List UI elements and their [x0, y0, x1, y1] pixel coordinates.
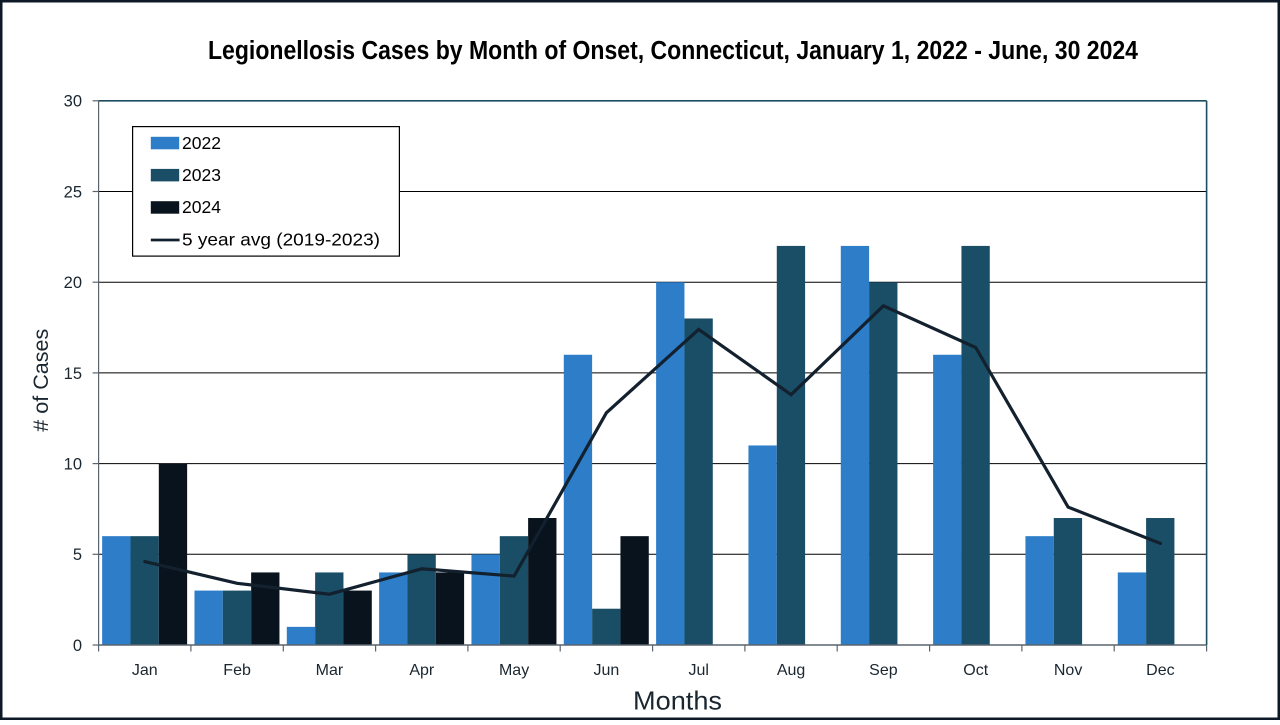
svg-text:Apr: Apr: [409, 662, 435, 679]
svg-text:Sep: Sep: [869, 662, 898, 679]
svg-text:Jul: Jul: [688, 662, 708, 679]
svg-text:25: 25: [64, 183, 82, 201]
svg-text:Mar: Mar: [316, 662, 344, 679]
svg-text:Jan: Jan: [132, 662, 158, 679]
svg-text:Oct: Oct: [963, 662, 988, 679]
svg-text:2022: 2022: [182, 133, 221, 153]
svg-text:Aug: Aug: [777, 662, 805, 679]
svg-text:2024: 2024: [182, 197, 221, 217]
svg-text:Dec: Dec: [1146, 662, 1174, 679]
svg-text:5 year avg (2019-2023): 5 year avg (2019-2023): [182, 229, 380, 249]
svg-text:10: 10: [64, 456, 82, 474]
svg-text:15: 15: [64, 365, 82, 383]
svg-text:Jun: Jun: [594, 662, 620, 679]
svg-text:0: 0: [73, 637, 82, 655]
svg-text:5: 5: [73, 546, 82, 564]
svg-text:# of Cases: # of Cases: [30, 329, 53, 432]
svg-text:2023: 2023: [182, 165, 221, 185]
svg-text:20: 20: [64, 274, 82, 292]
svg-text:Feb: Feb: [223, 662, 251, 679]
svg-text:Legionellosis Cases by Month o: Legionellosis Cases by Month of Onset, C…: [208, 37, 1139, 65]
svg-text:Months: Months: [633, 686, 722, 716]
svg-text:30: 30: [64, 93, 82, 111]
svg-text:May: May: [499, 662, 529, 679]
svg-text:Nov: Nov: [1054, 662, 1082, 679]
